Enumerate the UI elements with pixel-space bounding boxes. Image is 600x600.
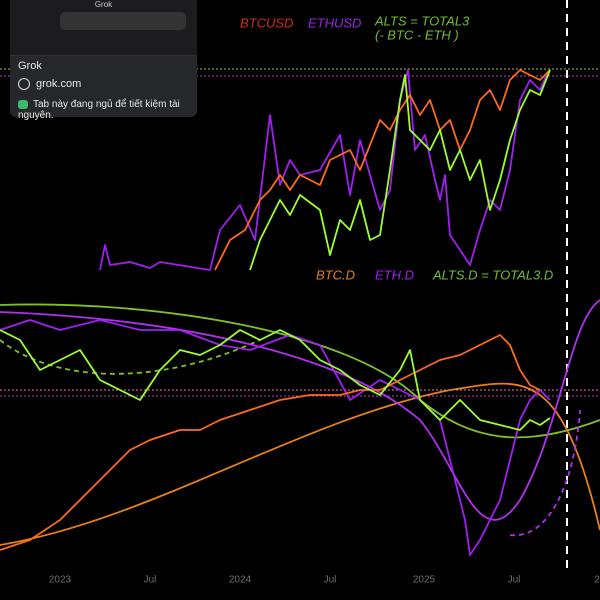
- legend-btc: BTCUSD: [240, 15, 293, 30]
- memory-icon: [18, 99, 28, 109]
- eth-d-line: [0, 319, 551, 556]
- thumbnail-title: Grok: [94, 0, 113, 9]
- alts-d-line: [0, 329, 551, 431]
- legend-btc-d: BTC.D: [316, 267, 355, 282]
- memory-notice: Tab này đang ngủ để tiết kiệm tài nguyên…: [18, 99, 180, 121]
- tab-url: grok.com: [36, 78, 82, 90]
- x-tick-label: 2025: [413, 575, 436, 586]
- alts-trend: [0, 303, 600, 439]
- tab-memory-row: Tab này đang ngủ để tiết kiệm tài nguyên…: [18, 99, 197, 121]
- x-tick-label: Jul: [324, 575, 337, 586]
- btc-d-line: [0, 334, 541, 551]
- alts-trend-dashed: [0, 339, 261, 375]
- btc-trend: [0, 382, 600, 546]
- legend-alts: ALTS = TOTAL3: [374, 13, 470, 28]
- eth-trend: [0, 299, 600, 521]
- x-tick-label: Jul: [144, 575, 157, 586]
- favicon: [18, 78, 30, 91]
- tab-hover-card: Grok Grok grok.com Tab này đang ngủ để t…: [10, 0, 197, 121]
- legend-eth: ETHUSD: [308, 15, 361, 30]
- tab-url-row: grok.com: [18, 78, 82, 91]
- legend-alts-d: ALTS.D = TOTAL3.D: [432, 267, 553, 282]
- legend-eth-d: ETH.D: [375, 267, 414, 282]
- thumbnail-input: [60, 12, 186, 30]
- tab-site-name: Grok: [18, 60, 42, 72]
- x-axis: 2023 Jul 2024 Jul 2025 Jul 2: [49, 575, 600, 586]
- btc-line: [214, 69, 551, 271]
- x-tick-label: Jul: [508, 575, 521, 586]
- legend-alts-note: (- BTC - ETH ): [375, 27, 459, 42]
- x-tick-label: 2: [594, 575, 600, 586]
- x-tick-label: 2024: [229, 575, 252, 586]
- x-tick-label: 2023: [49, 575, 72, 586]
- eth-trend-dashed: [509, 409, 581, 536]
- tab-thumbnail: Grok: [10, 0, 197, 56]
- alts-line: [249, 69, 551, 271]
